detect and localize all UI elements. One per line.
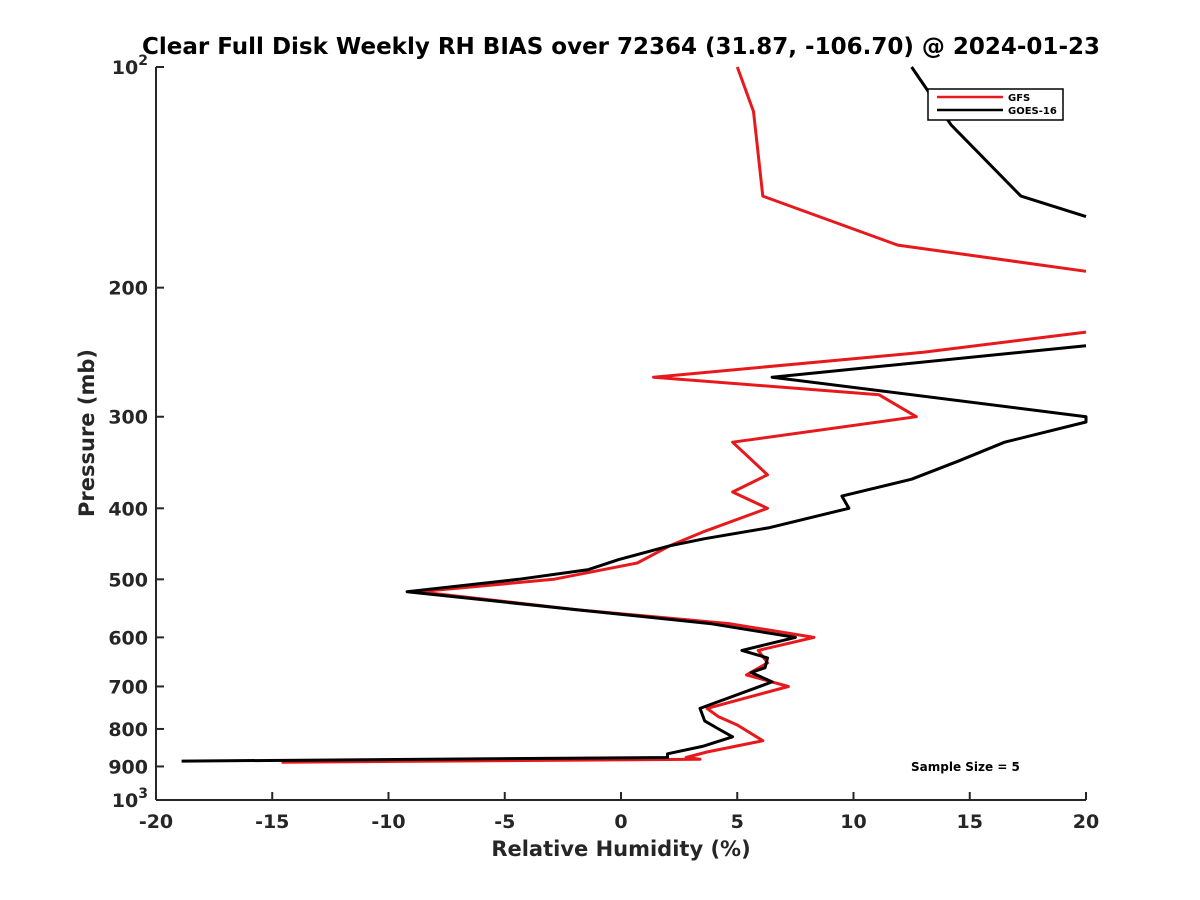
x-tick-label: 10	[840, 811, 866, 833]
x-tick-label: 15	[957, 811, 983, 833]
y-tick-label: 500	[108, 569, 148, 591]
legend-label-goes16: GOES-16	[1008, 106, 1057, 117]
legend: GFS GOES-16	[927, 88, 1064, 121]
series-line-goes16	[181, 66, 1088, 763]
x-tick-label: -15	[255, 811, 289, 833]
legend-label-gfs: GFS	[1008, 93, 1030, 104]
series-line-gfs	[281, 66, 1087, 764]
x-axis-ticks: -20 -15 -10 -5 0 5 10 15 20	[139, 792, 1099, 833]
y-tick-label: 600	[108, 627, 148, 649]
plot-area	[181, 66, 1088, 764]
y-axis-ticks: 102 200 300 400 500 600 700 800 900 103	[108, 53, 164, 812]
x-tick-label: -10	[371, 811, 405, 833]
y-tick-label: 103	[112, 786, 148, 812]
x-tick-label: -20	[139, 811, 173, 833]
y-tick-label: 300	[108, 407, 148, 429]
x-tick-label: 5	[731, 811, 744, 833]
chart-title: Clear Full Disk Weekly RH BIAS over 7236…	[142, 34, 1100, 60]
y-tick-label: 800	[108, 719, 148, 741]
x-tick-label: 0	[614, 811, 627, 833]
y-tick-label: 700	[108, 676, 148, 698]
x-tick-label: -5	[494, 811, 515, 833]
y-tick-label: 200	[108, 278, 148, 300]
y-axis-label: Pressure (mb)	[75, 349, 99, 517]
y-tick-label: 900	[108, 756, 148, 778]
y-tick-label: 400	[108, 498, 148, 520]
sample-size-annotation: Sample Size = 5	[911, 760, 1020, 774]
y-tick-label: 102	[112, 53, 148, 79]
x-axis-label: Relative Humidity (%)	[491, 837, 750, 861]
legend-box	[927, 88, 1064, 121]
x-tick-label: 20	[1073, 811, 1099, 833]
